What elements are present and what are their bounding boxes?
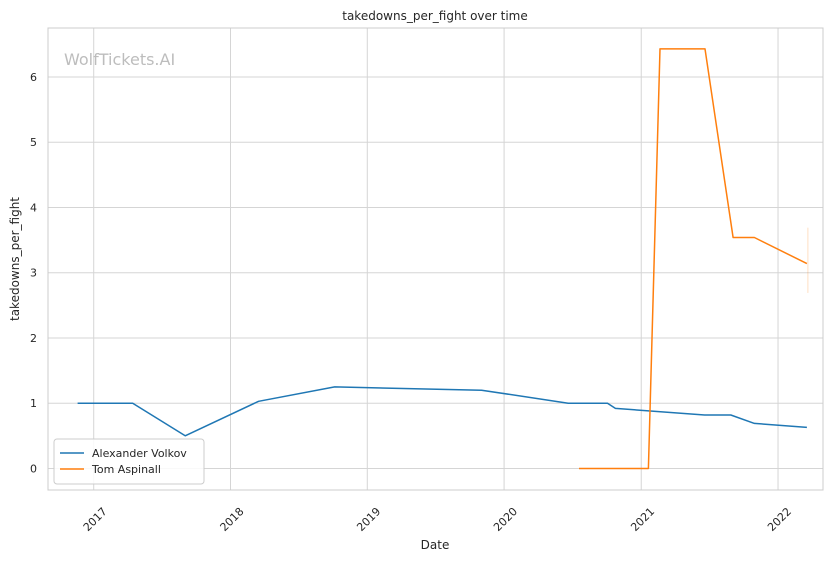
x-tick-label: 2021 — [628, 505, 657, 534]
y-tick-label: 2 — [30, 332, 37, 345]
plot-border — [47, 27, 824, 491]
y-axis-label: takedowns_per_fight — [8, 197, 22, 321]
y-tick-label: 3 — [30, 267, 37, 280]
y-tick-label: 5 — [30, 136, 37, 149]
x-tick-label: 2019 — [354, 505, 383, 534]
series-lines — [77, 48, 809, 470]
chart-title: takedowns_per_fight over time — [342, 9, 528, 23]
x-tick-label: 2018 — [218, 505, 247, 534]
watermark: WolfTickets.AI — [64, 50, 175, 69]
series-line-1 — [579, 48, 808, 470]
y-tick-labels: 0 1 2 3 4 5 6 — [30, 71, 37, 476]
y-tick-label: 1 — [30, 397, 37, 410]
series-line-0 — [77, 386, 807, 437]
x-tick-label: 2020 — [491, 505, 520, 534]
x-tick-labels: 2017 2018 2019 2020 2021 2022 — [81, 505, 794, 534]
x-tick-label: 2017 — [81, 505, 110, 534]
y-tick-label: 0 — [30, 462, 37, 475]
y-tick-label: 4 — [30, 201, 37, 214]
plot-frame — [47, 27, 824, 491]
x-tick-label: 2022 — [765, 505, 794, 534]
legend-label: Alexander Volkov — [92, 447, 187, 460]
legend: Alexander Volkov Tom Aspinall — [53, 438, 205, 485]
y-tick-label: 6 — [30, 71, 37, 84]
x-axis-label: Date — [421, 538, 450, 552]
legend-box — [53, 438, 205, 485]
legend-label: Tom Aspinall — [91, 463, 161, 476]
grid-lines — [48, 28, 823, 490]
